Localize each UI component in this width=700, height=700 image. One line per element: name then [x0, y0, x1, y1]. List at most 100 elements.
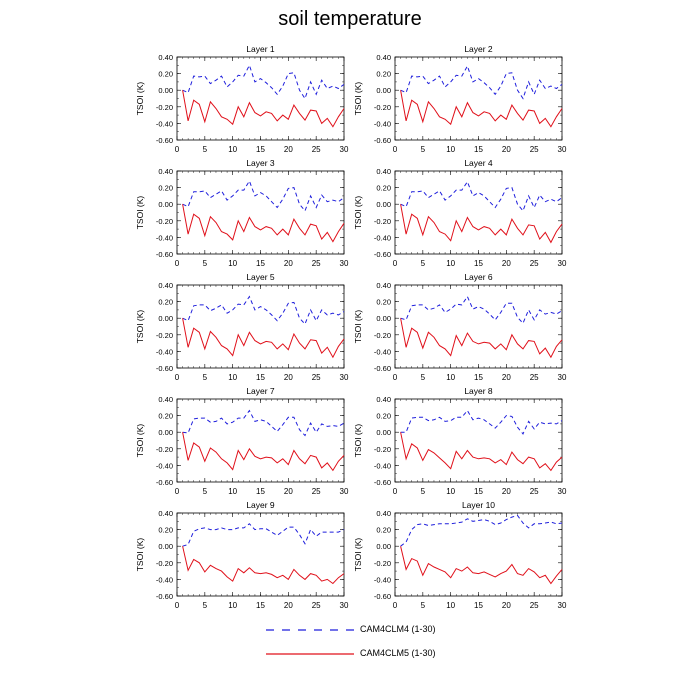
plot-frame [394, 284, 563, 369]
y-tick-label: 0.20 [376, 412, 391, 421]
panel-title: Layer 10 [462, 500, 495, 510]
x-tick-label: 15 [256, 487, 265, 496]
y-tick-label: 0.40 [158, 395, 173, 404]
y-axis-label: TSOI (K) [135, 538, 145, 572]
series-line-clm4 [182, 523, 345, 547]
chart-panel-7: -0.60 -0.40 -0.20 0.00 0.20 0.40 0 5 10 15 20 25 30 L… [135, 386, 349, 496]
x-tick-label: 0 [393, 145, 398, 154]
chart-panel-4: -0.60 -0.40 -0.20 0.00 0.20 0.40 0 5 10 15 20 25 30 L… [353, 158, 567, 268]
plot-frame [176, 170, 345, 255]
y-tick-label: -0.60 [156, 136, 173, 145]
x-tick-label: 30 [558, 487, 567, 496]
legend-item-clm5: CAM4CLM5 (1-30) [264, 647, 584, 663]
y-tick-label: 0.40 [158, 167, 173, 176]
series-line-clm5 [182, 432, 345, 472]
y-tick-label: 0.00 [158, 542, 173, 551]
x-tick-label: 15 [474, 601, 483, 610]
x-tick-label: 0 [393, 487, 398, 496]
y-tick-label: 0.00 [376, 428, 391, 437]
panel-title: Layer 1 [246, 44, 275, 54]
plot-frame [394, 512, 563, 597]
x-tick-label: 5 [203, 601, 208, 610]
y-tick-label: -0.20 [156, 103, 173, 112]
series-line-clm4 [182, 64, 345, 100]
x-tick-label: 15 [474, 487, 483, 496]
y-axis-label: TSOI (K) [353, 310, 363, 344]
y-tick-label: 0.40 [376, 509, 391, 518]
x-tick-label: 0 [393, 373, 398, 382]
x-tick-label: 25 [530, 145, 539, 154]
x-tick-label: 30 [558, 373, 567, 382]
y-tick-label: -0.40 [374, 461, 391, 470]
legend-swatch-dashed [266, 629, 354, 631]
panel-title: Layer 8 [464, 386, 493, 396]
x-tick-label: 25 [530, 487, 539, 496]
y-tick-label: 0.00 [158, 314, 173, 323]
y-tick-label: -0.40 [156, 119, 173, 128]
x-tick-label: 0 [175, 487, 180, 496]
page-title: soil temperature [278, 8, 422, 30]
panel-title: Layer 4 [464, 158, 493, 168]
legend-label-clm5: CAM4CLM5 (1-30) [360, 648, 436, 658]
chart-panel-8: -0.60 -0.40 -0.20 0.00 0.20 0.40 0 5 10 15 20 25 30 L… [353, 386, 567, 496]
plot-frame [176, 398, 345, 483]
y-tick-label: -0.40 [374, 575, 391, 584]
y-tick-label: 0.40 [376, 53, 391, 62]
y-tick-label: 0.40 [158, 281, 173, 290]
x-tick-label: 10 [228, 145, 237, 154]
x-tick-label: 30 [340, 601, 349, 610]
series-line-clm5 [400, 90, 563, 128]
series-line-clm4 [400, 409, 563, 435]
chart-panel-2: -0.60 -0.40 -0.20 0.00 0.20 0.40 0 5 10 15 20 25 30 L… [353, 44, 567, 154]
series-line-clm5 [400, 318, 563, 359]
x-tick-label: 15 [256, 145, 265, 154]
panel-title: Layer 5 [246, 272, 275, 282]
x-tick-label: 5 [421, 601, 426, 610]
x-tick-label: 10 [446, 145, 455, 154]
legend-label-clm4: CAM4CLM4 (1-30) [360, 624, 436, 634]
y-axis-label: TSOI (K) [353, 82, 363, 116]
y-axis-label: TSOI (K) [135, 424, 145, 458]
y-tick-label: -0.60 [156, 364, 173, 373]
x-tick-label: 5 [203, 373, 208, 382]
x-tick-label: 20 [284, 145, 293, 154]
x-tick-label: 5 [203, 259, 208, 268]
x-tick-label: 15 [256, 259, 265, 268]
series-line-clm4 [182, 179, 345, 212]
series-line-clm4 [182, 295, 345, 325]
chart-panel-5: -0.60 -0.40 -0.20 0.00 0.20 0.40 0 5 10 15 20 25 30 L… [135, 272, 349, 382]
panel-title: Layer 2 [464, 44, 493, 54]
x-tick-label: 15 [256, 601, 265, 610]
y-tick-label: 0.20 [158, 70, 173, 79]
y-tick-label: -0.60 [156, 478, 173, 487]
y-tick-label: -0.20 [374, 445, 391, 454]
x-tick-label: 25 [312, 601, 321, 610]
y-tick-label: -0.40 [374, 347, 391, 356]
x-tick-label: 10 [228, 259, 237, 268]
y-tick-label: -0.60 [156, 250, 173, 259]
plot-frame [176, 512, 345, 597]
series-line-clm4 [400, 295, 563, 325]
y-tick-label: -0.60 [374, 592, 391, 601]
y-tick-label: 0.20 [158, 412, 173, 421]
y-tick-label: 0.00 [376, 542, 391, 551]
y-tick-label: -0.40 [374, 119, 391, 128]
series-line-clm4 [400, 180, 563, 212]
x-tick-label: 25 [312, 373, 321, 382]
x-tick-label: 30 [340, 373, 349, 382]
x-tick-label: 20 [502, 487, 511, 496]
y-axis-label: TSOI (K) [353, 424, 363, 458]
x-tick-label: 20 [502, 259, 511, 268]
x-tick-label: 20 [502, 145, 511, 154]
x-tick-label: 30 [340, 487, 349, 496]
x-tick-label: 10 [228, 487, 237, 496]
x-tick-label: 25 [530, 259, 539, 268]
y-tick-label: 0.20 [158, 298, 173, 307]
y-tick-label: -0.60 [374, 250, 391, 259]
x-tick-label: 5 [421, 487, 426, 496]
x-tick-label: 25 [312, 259, 321, 268]
chart-panel-6: -0.60 -0.40 -0.20 0.00 0.20 0.40 0 5 10 15 20 25 30 L… [353, 272, 567, 382]
y-tick-label: -0.20 [374, 103, 391, 112]
x-tick-label: 10 [228, 601, 237, 610]
y-tick-label: -0.40 [156, 575, 173, 584]
